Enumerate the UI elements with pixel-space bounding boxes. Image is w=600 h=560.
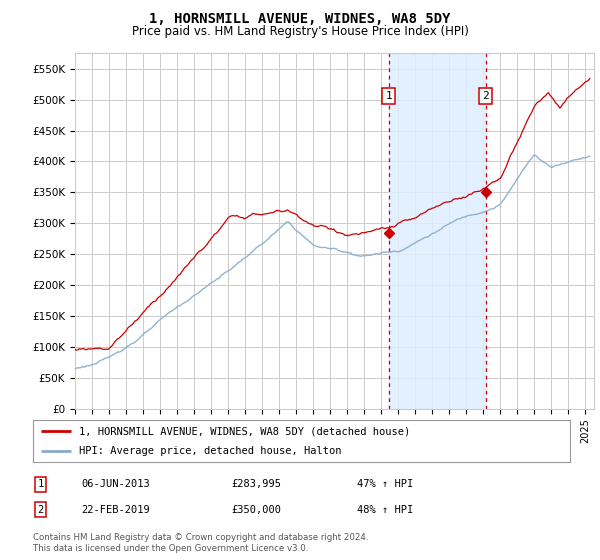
Text: 48% ↑ HPI: 48% ↑ HPI bbox=[357, 505, 413, 515]
Text: £350,000: £350,000 bbox=[231, 505, 281, 515]
Text: 1: 1 bbox=[38, 479, 44, 489]
Text: 2: 2 bbox=[38, 505, 44, 515]
Text: Contains HM Land Registry data © Crown copyright and database right 2024.
This d: Contains HM Land Registry data © Crown c… bbox=[33, 533, 368, 553]
Text: 06-JUN-2013: 06-JUN-2013 bbox=[81, 479, 150, 489]
Text: £283,995: £283,995 bbox=[231, 479, 281, 489]
Text: 2: 2 bbox=[482, 91, 489, 101]
Text: 1: 1 bbox=[385, 91, 392, 101]
Text: 22-FEB-2019: 22-FEB-2019 bbox=[81, 505, 150, 515]
Text: 1, HORNSMILL AVENUE, WIDNES, WA8 5DY (detached house): 1, HORNSMILL AVENUE, WIDNES, WA8 5DY (de… bbox=[79, 426, 410, 436]
Text: Price paid vs. HM Land Registry's House Price Index (HPI): Price paid vs. HM Land Registry's House … bbox=[131, 25, 469, 38]
Text: 1, HORNSMILL AVENUE, WIDNES, WA8 5DY: 1, HORNSMILL AVENUE, WIDNES, WA8 5DY bbox=[149, 12, 451, 26]
Text: HPI: Average price, detached house, Halton: HPI: Average price, detached house, Halt… bbox=[79, 446, 341, 456]
Bar bbox=[389, 53, 486, 409]
Text: 47% ↑ HPI: 47% ↑ HPI bbox=[357, 479, 413, 489]
